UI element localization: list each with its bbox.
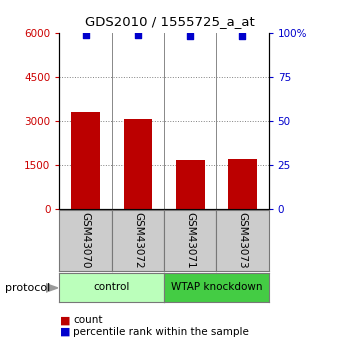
Point [187, 33, 193, 39]
Polygon shape [46, 284, 58, 292]
Bar [123, 119, 152, 209]
Text: count: count [73, 315, 103, 325]
Bar [176, 160, 205, 209]
Point [135, 32, 141, 37]
Text: GSM43072: GSM43072 [133, 212, 143, 269]
Text: GSM43071: GSM43071 [185, 212, 195, 269]
Text: percentile rank within the sample: percentile rank within the sample [73, 327, 249, 337]
Text: GDS2010 / 1555725_a_at: GDS2010 / 1555725_a_at [85, 16, 255, 29]
Point [83, 32, 88, 37]
Bar [228, 159, 257, 209]
Text: GSM43073: GSM43073 [237, 212, 248, 269]
Bar [71, 112, 100, 209]
Text: protocol: protocol [5, 283, 50, 293]
Text: ■: ■ [59, 327, 70, 337]
Text: GSM43070: GSM43070 [81, 213, 91, 269]
Text: WTAP knockdown: WTAP knockdown [171, 282, 262, 292]
Point [240, 33, 245, 39]
Text: control: control [94, 282, 130, 292]
Text: ■: ■ [59, 315, 70, 325]
